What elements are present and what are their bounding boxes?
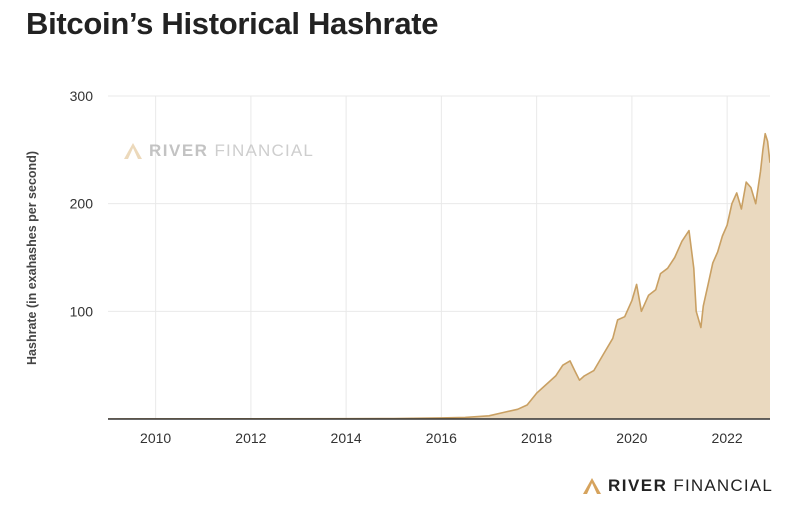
y-tick-label: 300 [70,88,94,104]
x-tick-label: 2014 [331,430,362,446]
footer-logo: RIVER FINANCIAL [582,476,773,496]
x-tick-label: 2016 [426,430,457,446]
river-mountain-icon [582,478,601,494]
footer-brand-bold: RIVER [607,476,668,495]
chart-title: Bitcoin’s Historical Hashrate [26,6,439,41]
y-tick-label: 100 [70,303,94,319]
watermark-logo: RIVER FINANCIAL [123,141,314,161]
x-tick-label: 2018 [521,430,552,446]
footer-brand-regular: FINANCIAL [673,476,773,495]
x-tick-label: 2010 [140,430,171,446]
river-mountain-icon [124,143,142,159]
y-tick-labels: 100 200 300 [70,88,94,319]
x-tick-labels: 2010 2012 2014 2016 2018 2020 2022 [140,430,743,446]
watermark-brand-regular: FINANCIAL [214,141,315,160]
y-tick-label: 200 [70,196,94,212]
x-tick-label: 2012 [235,430,266,446]
y-axis-label: Hashrate (in exahashes per second) [25,151,39,365]
watermark-brand-bold: RIVER [149,141,209,160]
x-tick-label: 2022 [712,430,743,446]
hashrate-area [108,133,770,419]
hashrate-line [108,132,770,419]
x-tick-label: 2020 [616,430,647,446]
